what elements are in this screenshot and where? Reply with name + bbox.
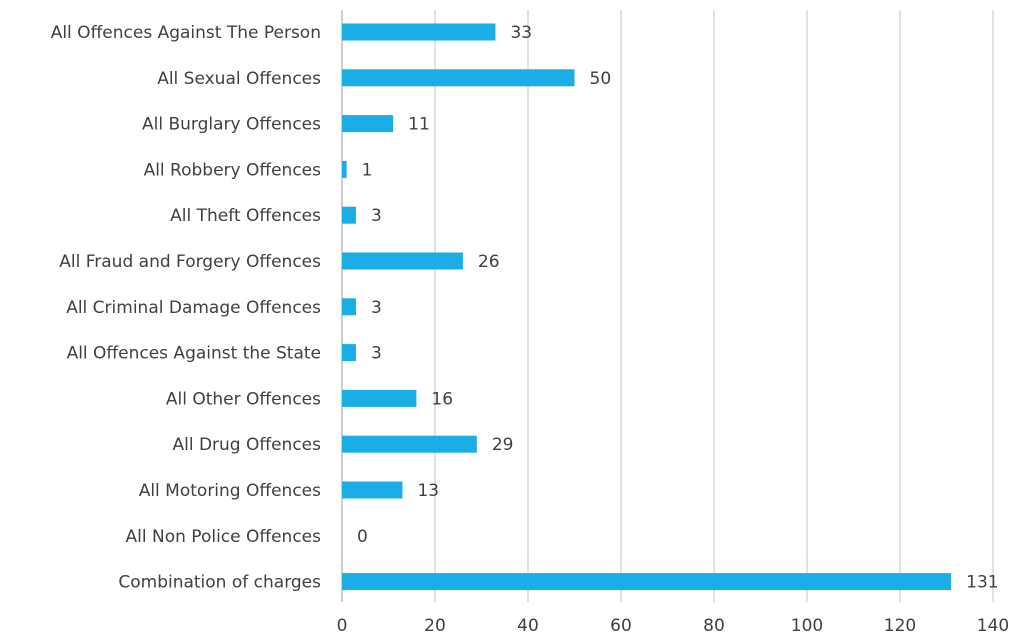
value-label: 50 [590,69,612,89]
value-label: 1 [362,160,373,180]
value-label: 0 [357,527,368,547]
bar [342,389,417,407]
category-label: All Theft Offences [170,206,321,226]
bar [342,298,356,316]
category-label: All Criminal Damage Offences [66,298,321,318]
bar [342,206,356,224]
x-tick-label: 80 [703,616,725,636]
bar [342,69,575,87]
x-tick-label: 60 [610,616,632,636]
value-label: 3 [371,344,382,364]
gridlines [341,10,994,602]
x-tick-label: 20 [424,616,446,636]
x-tick-label: 120 [884,616,916,636]
x-tick-label: 140 [977,616,1009,636]
category-label: All Offences Against The Person [51,23,321,43]
category-label: All Offences Against the State [67,344,321,364]
bar [342,573,952,591]
category-label: All Sexual Offences [157,69,321,89]
value-label: 29 [492,435,514,455]
x-tick-label: 40 [517,616,539,636]
category-label: All Burglary Offences [142,115,321,135]
value-label: 3 [371,298,382,318]
value-label: 3 [371,206,382,226]
x-tick-label: 100 [791,616,823,636]
value-label: 131 [966,573,998,593]
value-label: 13 [417,481,439,501]
category-label: All Robbery Offences [144,160,322,180]
bar [342,115,394,133]
bar [342,23,496,41]
category-label: All Other Offences [166,389,321,409]
value-label: 33 [510,23,532,43]
x-tick-label: 0 [337,616,348,636]
bar [342,160,347,178]
category-label: All Fraud and Forgery Offences [59,252,321,272]
category-label: Combination of charges [118,573,321,593]
x-tick-labels: 0 20 40 60 80 100 120 140 [337,616,1010,636]
category-labels: All Offences Against The Person All Sexua… [51,23,321,593]
bar [342,435,477,453]
bar [342,252,463,270]
value-label: 26 [478,252,500,272]
value-label: 16 [431,389,453,409]
bars [342,23,952,591]
category-label: All Motoring Offences [139,481,321,501]
bar [342,481,403,499]
category-label: All Non Police Offences [126,527,322,547]
bar [342,344,356,362]
category-label: All Drug Offences [172,435,321,455]
value-label: 11 [408,115,430,135]
